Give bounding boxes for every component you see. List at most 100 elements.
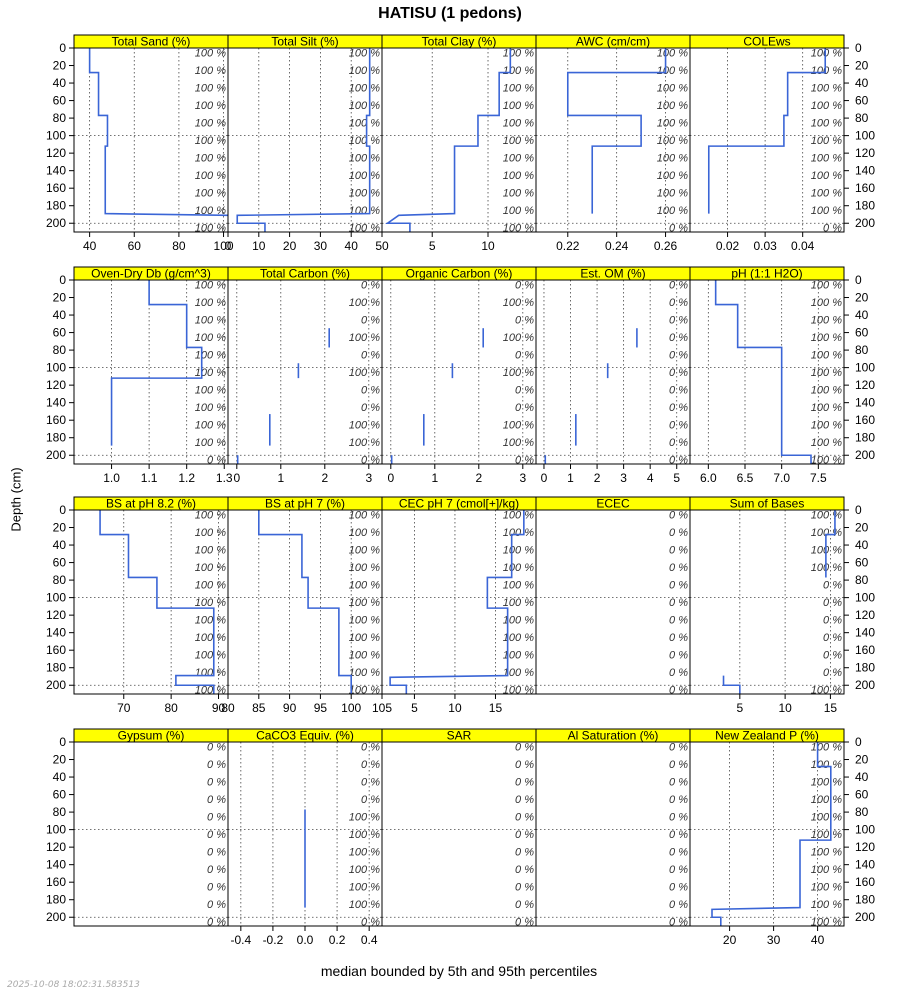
x-tick-label: 5 [673, 471, 680, 485]
panel-awc-cm-cm: AWC (cm/cm) 100 % 100 % 100 % 100 % 100 % 100 … [535, 34, 691, 253]
x-tick-label: 1 [431, 471, 438, 485]
percent-label: 100 % [349, 597, 380, 609]
y-tick-label: 0 [59, 41, 66, 55]
percent-label: 0 % [207, 864, 226, 876]
percent-label: 100 % [657, 205, 688, 217]
y-tick-label: 0 [855, 735, 862, 749]
percent-label: 100 % [657, 135, 688, 147]
y-tick-label: 180 [855, 431, 875, 445]
percent-label: 100 % [195, 615, 226, 627]
strip-label-awc-cm-cm: AWC (cm/cm) [576, 35, 650, 49]
percent-label: 100 % [503, 420, 534, 432]
x-tick-label: 5 [411, 701, 418, 715]
percent-label: 100 % [195, 527, 226, 539]
percent-label: 100 % [195, 205, 226, 217]
y-tick-label: 60 [855, 788, 869, 802]
percent-label: 100 % [811, 685, 842, 697]
percent-label: 0 % [207, 741, 226, 753]
x-tick-label: 1 [277, 471, 284, 485]
percent-label: 100 % [195, 47, 226, 59]
percent-label: 100 % [349, 847, 380, 859]
y-tick-label: 200 [855, 216, 875, 230]
grid-bs-at-ph-7 [228, 509, 382, 694]
x-tick-label: 15 [489, 701, 503, 715]
strip-label-new-zealand-p: New Zealand P (%) [715, 729, 819, 743]
x-tick-label: 7.0 [773, 471, 790, 485]
percent-label: 0 % [207, 759, 226, 771]
x-tick-label: 40 [345, 239, 359, 253]
percent-label: 100 % [195, 509, 226, 521]
percent-label: 100 % [349, 650, 380, 662]
percent-label: 0 % [361, 314, 380, 326]
x-tick-label: 95 [314, 701, 328, 715]
percent-label: 100 % [503, 297, 534, 309]
percent-label: 100 % [195, 632, 226, 644]
percent-label: 100 % [657, 188, 688, 200]
percent-label: 100 % [811, 65, 842, 77]
percent-label: 0 % [823, 597, 842, 609]
percent-label: 100 % [811, 794, 842, 806]
x-tick-label: 2 [475, 471, 482, 485]
percent-label: 0 % [823, 579, 842, 591]
y-tick-label: 80 [855, 111, 869, 125]
median-line-bs-at-ph-7 [258, 510, 352, 694]
percent-label: 100 % [657, 47, 688, 59]
percent-label: 100 % [503, 437, 534, 449]
percent-label: 100 % [811, 349, 842, 361]
percent-label: 100 % [811, 882, 842, 894]
x-tick-label: 10 [481, 239, 495, 253]
y-tick-label: 20 [53, 521, 67, 535]
x-tick-label: 4 [647, 471, 654, 485]
percent-label: 100 % [349, 47, 380, 59]
percent-label: 100 % [811, 776, 842, 788]
y-tick-label: 160 [855, 181, 875, 195]
percent-label: 100 % [195, 420, 226, 432]
percent-label: 0 % [207, 455, 226, 467]
percent-label: 100 % [195, 349, 226, 361]
percent-label: 100 % [503, 205, 534, 217]
y-tick-label: 80 [855, 343, 869, 357]
percent-label: 0 % [515, 455, 534, 467]
percent-label: 100 % [349, 667, 380, 679]
percent-label: 100 % [349, 205, 380, 217]
y-tick-label: 40 [53, 308, 67, 322]
percent-label: 0 % [669, 509, 688, 521]
x-tick-label: 0.0 [297, 933, 314, 947]
percent-label: 0 % [669, 685, 688, 697]
x-tick-label: 1.0 [103, 471, 120, 485]
percent-label: 100 % [503, 632, 534, 644]
y-tick-label: 60 [53, 556, 67, 570]
percent-label: 0 % [823, 615, 842, 627]
y-tick-label: 200 [855, 678, 875, 692]
strip-label-total-carbon: Total Carbon (%) [260, 267, 350, 281]
x-tick-label: 0.4 [361, 933, 378, 947]
y-tick-label: 120 [855, 840, 875, 854]
x-tick-label: -0.4 [230, 933, 251, 947]
x-tick-label: 10 [252, 239, 266, 253]
panel-frame [535, 741, 691, 927]
x-tick-label: 7.5 [810, 471, 827, 485]
y-tick-label: 140 [46, 626, 66, 640]
percent-label: 100 % [349, 437, 380, 449]
y-axis-row-4: 0 0 20 20 40 40 60 60 80 80 100 100 120 120 140 140 160 1… [46, 735, 875, 924]
percent-label: 100 % [349, 367, 380, 379]
percent-label: 100 % [811, 82, 842, 94]
percent-label: 100 % [349, 811, 380, 823]
x-tick-label: 0.04 [791, 239, 815, 253]
percent-label: 100 % [349, 117, 380, 129]
percent-label: 100 % [195, 685, 226, 697]
percent-label: 0 % [207, 899, 226, 911]
strip-label-est-om: Est. OM (%) [580, 267, 645, 281]
percent-label: 100 % [811, 314, 842, 326]
percent-label: 100 % [811, 811, 842, 823]
percent-label: 100 % [195, 437, 226, 449]
percent-label: 100 % [811, 47, 842, 59]
percent-label: 100 % [349, 82, 380, 94]
percent-label: 100 % [195, 579, 226, 591]
median-line-total-sand [88, 48, 229, 217]
x-tick-label: 6.0 [700, 471, 717, 485]
y-tick-label: 120 [46, 608, 66, 622]
percent-label: 0 % [669, 297, 688, 309]
x-tick-label: 0.2 [329, 933, 346, 947]
